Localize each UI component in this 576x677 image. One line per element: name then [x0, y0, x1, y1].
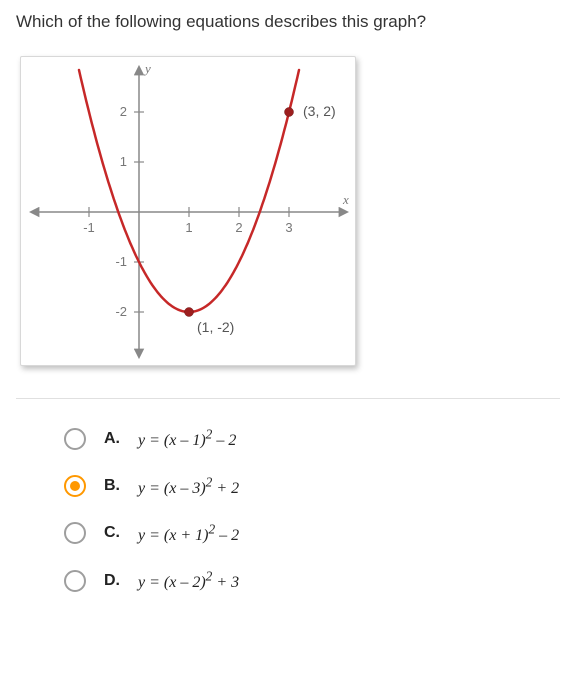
svg-text:y: y [143, 61, 151, 76]
radio-d[interactable] [64, 570, 86, 592]
option-equation: y = (x – 3)2 + 2 [138, 474, 239, 497]
options-list: A. y = (x – 1)2 – 2 B. y = (x – 3)2 + 2 C. y … [16, 427, 560, 592]
svg-text:2: 2 [235, 220, 242, 235]
svg-text:1: 1 [185, 220, 192, 235]
svg-text:2: 2 [120, 104, 127, 119]
svg-text:(3, 2): (3, 2) [303, 103, 336, 119]
option-letter: A. [104, 430, 124, 448]
option-row-b[interactable]: B. y = (x – 3)2 + 2 [64, 474, 560, 497]
svg-text:1: 1 [120, 154, 127, 169]
option-letter: B. [104, 477, 124, 495]
option-row-c[interactable]: C. y = (x + 1)2 – 2 [64, 522, 560, 545]
svg-text:3: 3 [285, 220, 292, 235]
option-equation: y = (x – 2)2 + 3 [138, 569, 239, 592]
divider [16, 398, 560, 399]
svg-text:(1, -2): (1, -2) [197, 319, 234, 335]
radio-b[interactable] [64, 475, 86, 497]
graph-panel: x y -1 1 2 3 -2 -1 1 2 (1, -2) (3, 2) [20, 56, 356, 366]
radio-a[interactable] [64, 428, 86, 450]
option-letter: D. [104, 572, 124, 590]
graph-svg: x y -1 1 2 3 -2 -1 1 2 (1, -2) (3, 2) [21, 57, 357, 367]
svg-text:-1: -1 [115, 254, 127, 269]
option-equation: y = (x + 1)2 – 2 [138, 522, 239, 545]
option-row-d[interactable]: D. y = (x – 2)2 + 3 [64, 569, 560, 592]
option-row-a[interactable]: A. y = (x – 1)2 – 2 [64, 427, 560, 450]
option-equation: y = (x – 1)2 – 2 [138, 427, 236, 450]
svg-text:-1: -1 [83, 220, 95, 235]
question-text: Which of the following equations describ… [16, 12, 560, 32]
svg-text:-2: -2 [115, 304, 127, 319]
svg-text:x: x [342, 192, 349, 207]
radio-c[interactable] [64, 522, 86, 544]
option-letter: C. [104, 524, 124, 542]
